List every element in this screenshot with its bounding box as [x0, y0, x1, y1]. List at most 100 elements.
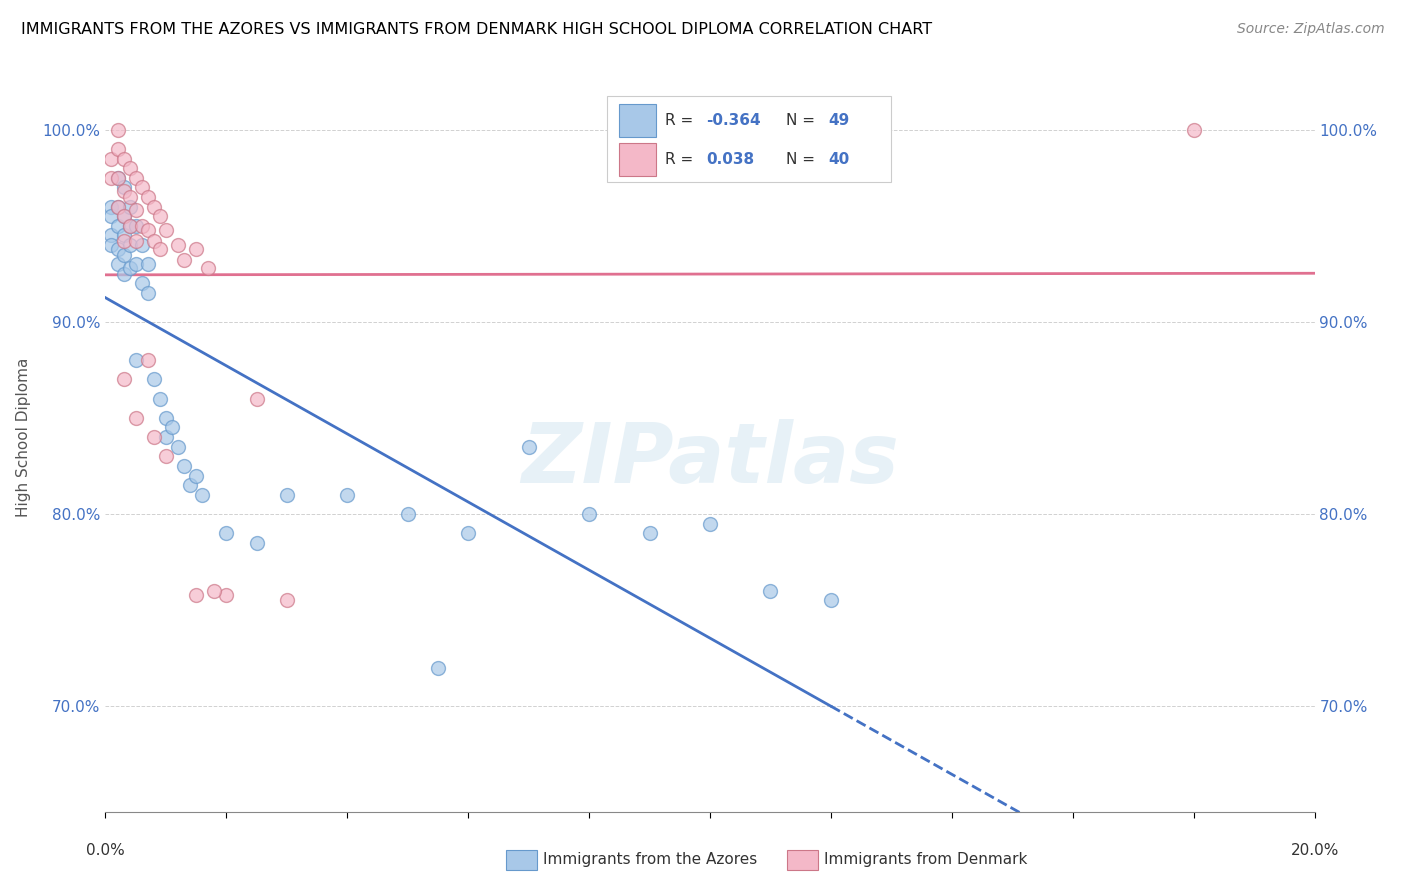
Point: [107, 142, 129, 156]
Point: [107, 170, 129, 185]
Point: [699, 516, 721, 531]
Point: [142, 430, 165, 444]
Point: [124, 170, 148, 185]
Point: [118, 161, 141, 175]
Point: [107, 170, 129, 185]
Point: [100, 209, 122, 223]
Point: [136, 190, 159, 204]
Point: [336, 814, 359, 829]
Point: [155, 410, 177, 425]
Point: [457, 526, 479, 541]
Point: [396, 507, 419, 521]
Point: [107, 219, 129, 233]
Point: [112, 228, 135, 243]
Point: [118, 219, 141, 233]
Point: [124, 219, 148, 233]
Point: [112, 234, 135, 248]
Text: R =: R =: [665, 152, 699, 167]
Point: [759, 583, 782, 598]
Point: [107, 242, 129, 256]
Point: [167, 238, 190, 252]
Point: [136, 222, 159, 236]
Point: [276, 593, 298, 607]
FancyBboxPatch shape: [607, 96, 891, 182]
Point: [124, 234, 148, 248]
Text: IMMIGRANTS FROM THE AZORES VS IMMIGRANTS FROM DENMARK HIGH SCHOOL DIPLOMA CORREL: IMMIGRANTS FROM THE AZORES VS IMMIGRANTS…: [21, 22, 932, 37]
Point: [149, 392, 172, 406]
Point: [124, 257, 148, 271]
Point: [336, 488, 359, 502]
Point: [142, 234, 165, 248]
Point: [100, 228, 122, 243]
Point: [215, 588, 238, 602]
Point: [131, 238, 153, 252]
Point: [1182, 122, 1205, 136]
Point: [118, 200, 141, 214]
Point: [107, 257, 129, 271]
Point: [112, 372, 135, 386]
Point: [124, 353, 148, 368]
Text: R =: R =: [665, 112, 699, 128]
Point: [149, 242, 172, 256]
Point: [107, 200, 129, 214]
Point: [427, 660, 450, 674]
Point: [186, 242, 208, 256]
Point: [112, 209, 135, 223]
Point: [124, 203, 148, 218]
Point: [142, 200, 165, 214]
Point: [186, 468, 208, 483]
Point: [517, 440, 540, 454]
Point: [246, 535, 269, 549]
Text: ZIPatlas: ZIPatlas: [522, 419, 898, 500]
Text: Immigrants from Denmark: Immigrants from Denmark: [824, 853, 1028, 867]
Text: N =: N =: [786, 112, 820, 128]
Text: Source: ZipAtlas.com: Source: ZipAtlas.com: [1237, 22, 1385, 37]
Point: [246, 392, 269, 406]
Point: [118, 219, 141, 233]
Point: [202, 583, 225, 598]
Point: [215, 526, 238, 541]
Point: [118, 238, 141, 252]
Point: [100, 152, 122, 166]
Point: [167, 440, 190, 454]
Point: [136, 353, 159, 368]
Point: [155, 222, 177, 236]
Point: [173, 458, 195, 473]
Point: [118, 190, 141, 204]
Point: [149, 209, 172, 223]
Bar: [620, 103, 655, 136]
Point: [173, 253, 195, 268]
Text: 0.038: 0.038: [706, 152, 755, 167]
Point: [131, 277, 153, 291]
Text: 20.0%: 20.0%: [1291, 843, 1339, 858]
Point: [820, 593, 842, 607]
Point: [112, 247, 135, 261]
Point: [276, 488, 298, 502]
Point: [197, 260, 219, 275]
Bar: [787, 850, 818, 870]
Point: [136, 257, 159, 271]
Point: [100, 200, 122, 214]
Bar: [506, 850, 537, 870]
Point: [155, 450, 177, 464]
Text: N =: N =: [786, 152, 820, 167]
Text: 0.0%: 0.0%: [86, 843, 125, 858]
Point: [107, 200, 129, 214]
Point: [160, 420, 183, 434]
Point: [107, 122, 129, 136]
Text: 49: 49: [828, 112, 849, 128]
Point: [186, 588, 208, 602]
Point: [112, 209, 135, 223]
Point: [124, 410, 148, 425]
Bar: [620, 143, 655, 176]
Y-axis label: High School Diploma: High School Diploma: [17, 358, 31, 516]
Point: [131, 219, 153, 233]
Text: 40: 40: [828, 152, 849, 167]
Point: [136, 285, 159, 300]
Point: [112, 180, 135, 194]
Point: [112, 267, 135, 281]
Point: [118, 260, 141, 275]
Point: [142, 372, 165, 386]
Point: [100, 238, 122, 252]
Point: [100, 170, 122, 185]
